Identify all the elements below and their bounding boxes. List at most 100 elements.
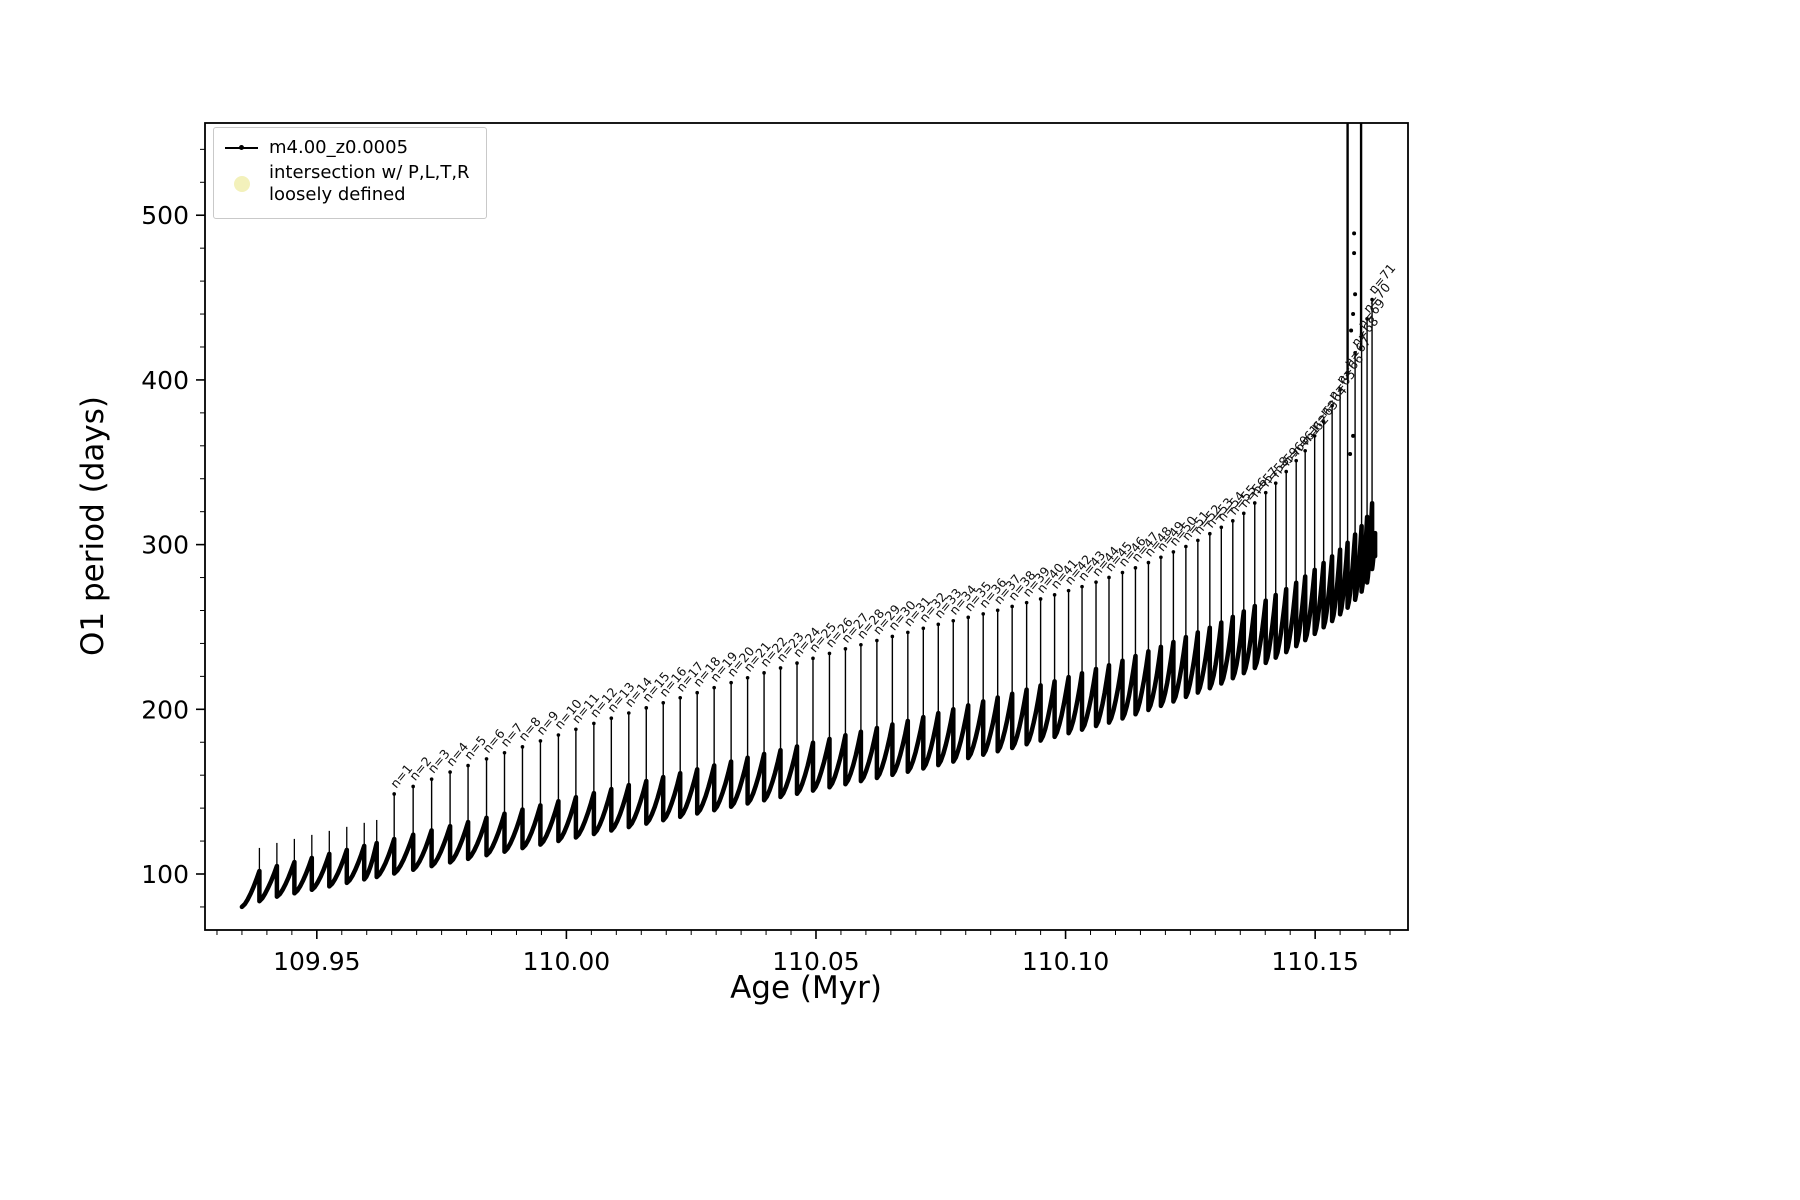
data-point xyxy=(1351,433,1356,438)
spike-top-dot xyxy=(644,706,649,710)
spike-top-dot xyxy=(951,618,956,623)
spike-top-dot xyxy=(906,630,910,635)
spike-top-dot xyxy=(1303,448,1307,453)
legend-label-intersection: intersection w/ P,L,T,R loosely defined xyxy=(269,162,470,207)
spike-top-dot xyxy=(574,727,578,732)
spike-top-dot xyxy=(1284,469,1289,474)
spike-top-dot xyxy=(1024,600,1029,605)
series-band xyxy=(239,500,1378,910)
x-tick-label: 109.95 xyxy=(273,947,360,976)
spike-top-dot xyxy=(859,642,863,647)
spike-top-dot xyxy=(484,757,489,761)
spike-top-dot xyxy=(1066,588,1071,593)
y-tick-label: 300 xyxy=(141,531,189,560)
spike-top-dot xyxy=(1120,570,1125,575)
spike-top-dot xyxy=(1330,403,1334,408)
y-tick-label: 100 xyxy=(141,860,189,889)
spike-top-dot xyxy=(678,695,683,700)
axes-border xyxy=(204,122,1409,931)
spike-top-dot xyxy=(609,716,614,721)
spike-top-dot xyxy=(778,666,783,670)
spike-top-dot xyxy=(392,792,396,796)
spike-top-dot xyxy=(466,763,470,768)
spike-top-dot xyxy=(1273,481,1278,485)
spike-top-dot xyxy=(1370,297,1374,302)
spike-top-dot xyxy=(1133,566,1138,570)
spike-top-dot xyxy=(661,700,666,705)
spike-top-dot xyxy=(1171,550,1176,554)
legend-label-line1: intersection w/ P,L,T,R xyxy=(269,161,470,183)
spike-top-dot xyxy=(448,770,452,774)
spike-top-dot xyxy=(712,685,716,690)
spike-top-dot xyxy=(1312,434,1317,438)
spike-top-dot xyxy=(1159,555,1163,560)
x-tick-label: 110.10 xyxy=(1022,947,1109,976)
spike-top-dot xyxy=(827,651,832,656)
y-tick-label: 400 xyxy=(141,366,189,395)
x-tick-label: 110.00 xyxy=(523,947,610,976)
spike-top-dot xyxy=(1107,575,1111,580)
spike-top-dot xyxy=(626,711,631,715)
spike-top-dot xyxy=(538,739,543,743)
spike-top-dot xyxy=(1010,604,1014,609)
x-tick-label: 110.15 xyxy=(1271,947,1358,976)
spike-top-dot xyxy=(695,690,699,695)
spike-top-dot xyxy=(890,634,895,639)
spike-top-dot xyxy=(411,784,415,789)
data-point xyxy=(1353,292,1358,297)
spike-top-dot xyxy=(936,622,941,627)
spike-top-dot xyxy=(556,733,561,737)
spike-top-dot xyxy=(1094,580,1098,584)
x-axis-title: Age (Myr) xyxy=(730,970,882,1006)
spike-top-dot xyxy=(795,661,799,665)
spike-top-dot xyxy=(1321,419,1326,424)
spike-top-dot xyxy=(1208,531,1212,536)
spike-top-dot xyxy=(1219,525,1224,530)
spike-top-dot xyxy=(1365,316,1369,321)
spike-top-dot xyxy=(921,626,926,631)
legend-label-line2: loosely defined xyxy=(269,184,406,205)
legend-label-series: m4.00_z0.0005 xyxy=(269,137,409,158)
legend: m4.00_z0.0005 intersection w/ P,L,T,R lo… xyxy=(213,127,487,219)
spike-top-dot xyxy=(811,656,815,661)
data-point xyxy=(1352,251,1357,256)
spike-top-dot xyxy=(843,647,848,651)
spike-top-dot xyxy=(729,680,733,685)
spike-top-dot xyxy=(592,721,596,726)
spike-top-dot xyxy=(429,777,434,781)
spike-top-dot xyxy=(1052,593,1057,597)
spike-top-dot xyxy=(1353,350,1357,355)
legend-circle-marker-icon xyxy=(234,176,250,192)
spike-top-dot xyxy=(1241,511,1246,516)
line-marker-icon xyxy=(225,145,258,151)
y-tick-label: 500 xyxy=(141,201,189,230)
spike-top-dot xyxy=(1184,544,1188,549)
legend-entry-series: m4.00_z0.0005 xyxy=(225,137,470,160)
spike-top-dot xyxy=(966,615,971,620)
spike-top-dot xyxy=(1196,538,1200,543)
x-tick-label: 110.05 xyxy=(772,947,859,976)
spike-top-dot xyxy=(981,612,986,616)
spike-top-dot xyxy=(1038,597,1043,601)
spike-top-dot xyxy=(745,675,750,680)
legend-entry-intersection: intersection w/ P,L,T,R loosely defined xyxy=(225,162,470,207)
spike-top-dot xyxy=(520,745,525,749)
y-axis-title: O1 period (days) xyxy=(75,396,111,656)
data-point xyxy=(1348,452,1353,457)
dot-marker-icon xyxy=(239,145,244,151)
data-point xyxy=(1351,312,1356,317)
spike-top-dot xyxy=(1294,458,1298,463)
spike-top-dot xyxy=(502,750,507,755)
spike-top-dot xyxy=(762,671,766,675)
data-point xyxy=(1349,328,1354,333)
spike-top-dot xyxy=(1263,490,1268,495)
axes-ticks-group: 109.95 110.00 110.05 110.10 110.15 100 200 300 4… xyxy=(141,148,1391,976)
spike-top-dot xyxy=(1338,388,1342,392)
spike-top-dot xyxy=(1080,584,1084,589)
spike-top-dot xyxy=(1146,560,1151,565)
y-tick-label: 200 xyxy=(141,695,189,724)
data-group xyxy=(239,123,1378,910)
spike-top-dot xyxy=(875,638,879,643)
data-point xyxy=(1352,231,1357,236)
